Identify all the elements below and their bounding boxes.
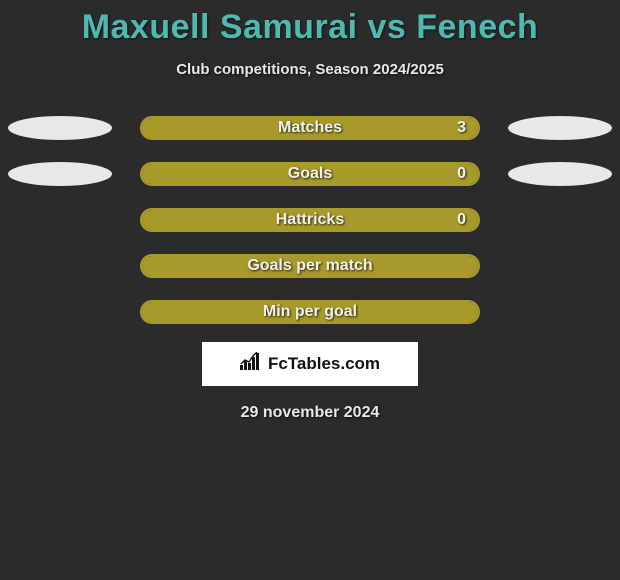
stat-label: Matches [278,119,342,137]
stat-bar: Matches 3 [140,116,480,140]
ellipse-left [8,116,112,140]
stat-value: 0 [457,211,466,229]
subtitle: Club competitions, Season 2024/2025 [0,61,620,78]
date-text: 29 november 2024 [0,404,620,422]
stat-label: Goals per match [247,257,372,275]
stat-value: 3 [457,119,466,137]
infographic-container: Maxuell Samurai vs Fenech Club competiti… [0,0,620,422]
stat-row: Matches 3 [0,116,620,140]
stat-row: Hattricks 0 [0,208,620,232]
stat-row: Min per goal [0,300,620,324]
logo-box: FcTables.com [202,342,418,386]
bars-chart-icon [240,352,262,377]
stat-rows: Matches 3 Goals 0 Hattricks 0 [0,116,620,324]
stat-bar: Goals 0 [140,162,480,186]
stat-row: Goals 0 [0,162,620,186]
stat-row: Goals per match [0,254,620,278]
stat-label: Hattricks [276,211,344,229]
ellipse-left [8,162,112,186]
stat-bar: Min per goal [140,300,480,324]
stat-label: Min per goal [263,303,357,321]
logo-text: FcTables.com [268,354,380,374]
ellipse-right [508,162,612,186]
stat-bar: Hattricks 0 [140,208,480,232]
page-title: Maxuell Samurai vs Fenech [0,8,620,47]
stat-bar: Goals per match [140,254,480,278]
stat-label: Goals [288,165,332,183]
stat-value: 0 [457,165,466,183]
ellipse-right [508,116,612,140]
